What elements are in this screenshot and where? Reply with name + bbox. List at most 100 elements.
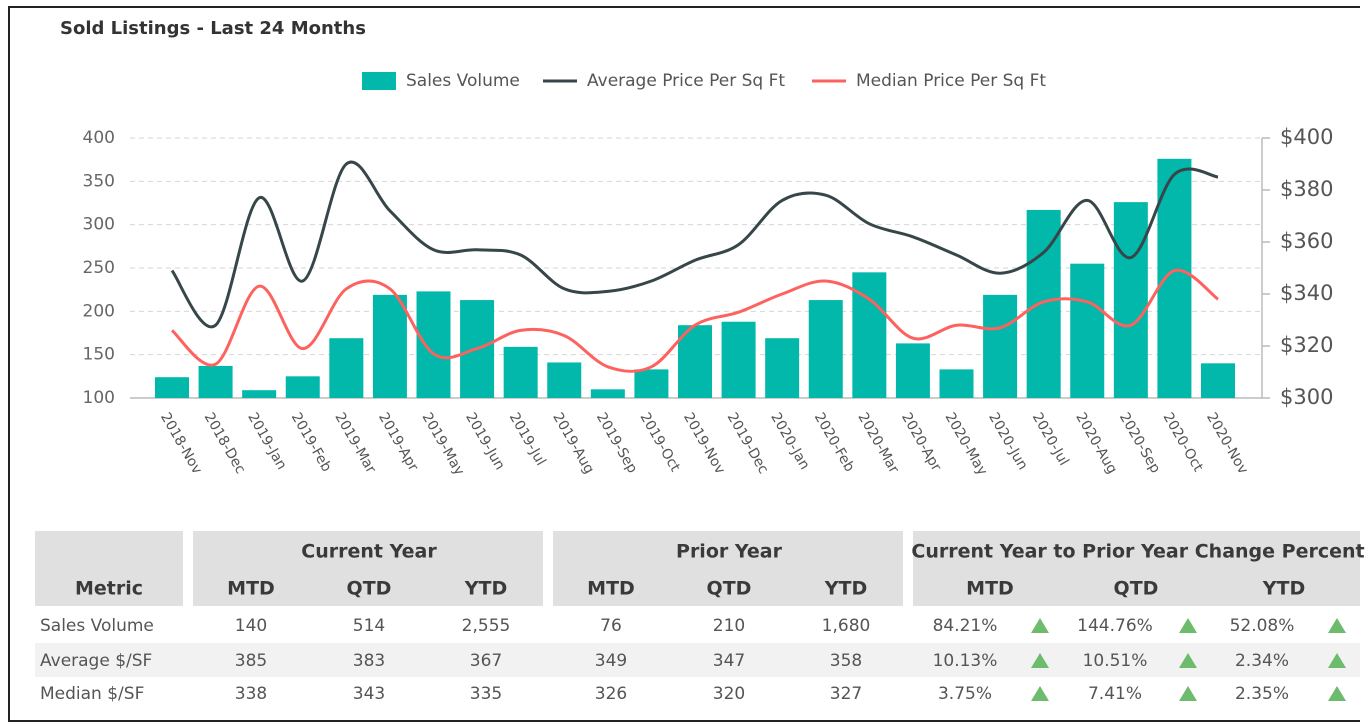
x-tick-label: 2020-Aug xyxy=(1072,410,1120,477)
up-arrow xyxy=(1179,686,1197,701)
bar xyxy=(503,346,538,398)
group-header: Current Year xyxy=(301,541,437,563)
header-cell xyxy=(193,531,543,606)
table-cell: 349 xyxy=(595,651,627,671)
table-cell: 326 xyxy=(595,684,627,704)
table-cell: 2.35% xyxy=(1235,684,1289,704)
x-tick-label: 2020-Sep xyxy=(1116,410,1163,476)
bar xyxy=(634,369,669,398)
group-header: Current Year to Prior Year Change Percen… xyxy=(911,541,1364,563)
y-tick-label: 200 xyxy=(83,301,115,321)
up-arrow xyxy=(1328,686,1346,701)
bar xyxy=(808,300,843,398)
y-tick-label: 350 xyxy=(83,171,115,191)
table-cell: 140 xyxy=(235,616,267,636)
y2-tick-label: $320 xyxy=(1280,333,1333,357)
line xyxy=(170,160,1219,329)
table-cell: 514 xyxy=(353,616,385,636)
y2-tick-label: $300 xyxy=(1280,385,1333,409)
table-cell: 383 xyxy=(353,651,385,671)
bar xyxy=(416,291,451,398)
up-arrow xyxy=(1328,618,1346,633)
table-cell: 10.51% xyxy=(1083,651,1148,671)
y-tick-label: 150 xyxy=(83,345,115,365)
row-label: Sales Volume xyxy=(40,616,154,636)
x-tick-label: 2020-Apr xyxy=(898,410,944,474)
row-label: Average $/SF xyxy=(40,651,152,671)
y-tick-label: 300 xyxy=(83,215,115,235)
x-tick-label: 2020-Oct xyxy=(1159,410,1206,475)
bar xyxy=(198,365,233,398)
bar xyxy=(372,294,407,398)
dashboard-frame xyxy=(8,6,1360,722)
x-tick-label: 2020-Jun xyxy=(985,410,1031,473)
x-tick-label: 2020-Mar xyxy=(854,410,902,476)
table-cell: 358 xyxy=(830,651,862,671)
table-cell: 144.76% xyxy=(1077,616,1153,636)
up-arrow xyxy=(1031,653,1049,668)
up-arrow xyxy=(1328,653,1346,668)
legend-swatch xyxy=(362,72,396,90)
line xyxy=(170,268,1219,373)
bar xyxy=(939,369,974,398)
legend-label: Median Price Per Sq Ft xyxy=(856,71,1046,91)
legend-label: Sales Volume xyxy=(406,71,520,91)
column-header: YTD xyxy=(1262,578,1306,600)
bar xyxy=(983,294,1018,398)
bar xyxy=(721,321,756,398)
table-cell: 1,680 xyxy=(822,616,871,636)
table-cell: 338 xyxy=(235,684,267,704)
table-cell: 320 xyxy=(713,684,745,704)
bar xyxy=(1201,363,1235,398)
x-tick-label: 2019-Jan xyxy=(244,410,289,473)
y2-tick-label: $380 xyxy=(1280,177,1333,201)
y-tick-label: 400 xyxy=(83,128,115,148)
bar xyxy=(1026,209,1061,398)
up-arrow xyxy=(1179,618,1197,633)
bar xyxy=(765,338,800,398)
x-tick-label: 2020-Nov xyxy=(1203,410,1251,477)
column-header: QTD xyxy=(1114,578,1159,600)
y2-tick-label: $340 xyxy=(1280,281,1333,305)
bar xyxy=(1070,263,1105,398)
x-tick-label: 2019-Apr xyxy=(375,410,421,474)
column-header: QTD xyxy=(707,578,752,600)
table-cell: 52.08% xyxy=(1230,616,1295,636)
up-arrow xyxy=(1179,653,1197,668)
group-header: Prior Year xyxy=(676,541,783,563)
table-cell: 343 xyxy=(353,684,385,704)
table-cell: 2.34% xyxy=(1235,651,1289,671)
x-tick-label: 2020-Feb xyxy=(811,410,858,475)
column-header: QTD xyxy=(347,578,392,600)
x-tick-label: 2018-Dec xyxy=(201,410,249,477)
column-header: YTD xyxy=(824,578,868,600)
table-cell: 347 xyxy=(713,651,745,671)
x-tick-label: 2019-Jun xyxy=(462,410,508,473)
header-cell xyxy=(553,531,903,606)
table-cell: 327 xyxy=(830,684,862,704)
chart-title: Sold Listings - Last 24 Months xyxy=(60,18,366,39)
up-arrow xyxy=(1031,686,1049,701)
bar xyxy=(155,377,189,398)
y2-tick-label: $400 xyxy=(1280,125,1333,149)
x-tick-label: 2019-Aug xyxy=(549,410,597,477)
column-header: MTD xyxy=(227,578,275,600)
table-cell: 2,555 xyxy=(462,616,511,636)
table-cell: 7.41% xyxy=(1088,684,1142,704)
bar xyxy=(895,343,930,398)
x-tick-label: 2018-Nov xyxy=(157,410,205,477)
y-tick-label: 250 xyxy=(83,258,115,278)
table-cell: 385 xyxy=(235,651,267,671)
y-tick-label: 100 xyxy=(83,388,115,408)
up-arrow xyxy=(1031,618,1049,633)
x-tick-label: 2019-Oct xyxy=(636,410,683,475)
table-cell: 3.75% xyxy=(938,684,992,704)
header-cell xyxy=(35,531,183,606)
bar xyxy=(547,362,582,398)
x-tick-label: 2019-Feb xyxy=(288,410,335,475)
table-cell: 367 xyxy=(470,651,502,671)
y2-tick-label: $360 xyxy=(1280,229,1333,253)
x-tick-label: 2020-May xyxy=(942,410,991,478)
row-stripe xyxy=(35,643,1360,677)
